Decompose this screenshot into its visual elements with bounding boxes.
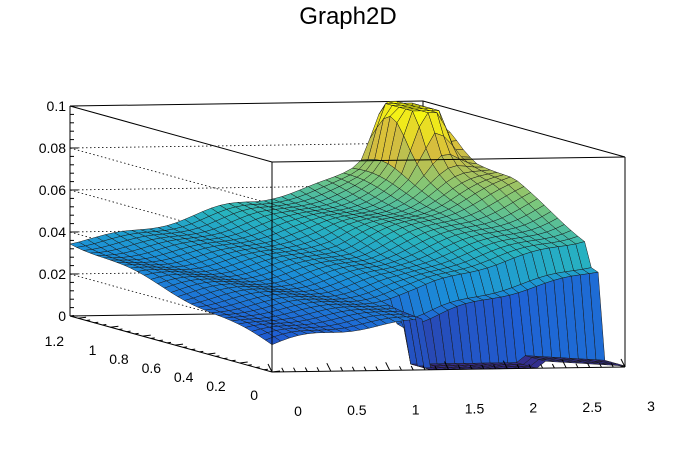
y-tick-label: 0 — [250, 387, 258, 403]
y-tick-label: 0.6 — [142, 360, 162, 376]
y-tick-label: 0.4 — [174, 369, 194, 385]
y-tick-minor — [158, 339, 163, 342]
frame-edge — [69, 105, 273, 163]
x-tick-label: 0.5 — [347, 402, 367, 418]
x-tick-minor — [528, 364, 532, 369]
y-tick-minor — [86, 319, 91, 321]
x-tick-minor — [351, 366, 355, 372]
y-tick-major — [142, 334, 151, 337]
y-tick-minor — [134, 332, 139, 335]
x-tick-major — [620, 358, 626, 368]
x-tick-minor — [599, 363, 602, 368]
grid-line — [69, 273, 273, 331]
x-tick-label: 1 — [412, 401, 420, 417]
grid-line — [69, 189, 273, 247]
x-tick-minor — [575, 363, 579, 368]
x-tick-major — [444, 361, 449, 370]
z-tick-label: 0 — [58, 308, 66, 324]
x-tick-major — [561, 359, 567, 369]
x-tick-label: 3 — [647, 398, 655, 414]
y-tick-minor — [166, 341, 172, 344]
x-tick-minor — [469, 364, 473, 370]
y-tick-minor — [150, 337, 155, 339]
y-tick-minor — [102, 323, 107, 326]
x-tick-major — [385, 362, 391, 371]
x-tick-minor — [587, 363, 591, 368]
y-tick-minor — [255, 366, 260, 369]
y-tick-minor — [199, 350, 204, 353]
x-tick-minor — [410, 365, 414, 371]
frame-edge — [271, 156, 626, 163]
x-tick-minor — [540, 363, 544, 369]
x-tick-minor — [304, 367, 308, 372]
x-tick-minor — [375, 366, 379, 371]
x-tick-minor — [551, 363, 555, 369]
x-tick-minor — [434, 365, 438, 370]
z-axis: 0 0.02 0.04 0.06 0.08 0.1 — [39, 98, 78, 324]
y-tick-label: 1.2 — [45, 333, 65, 349]
frame-edge — [69, 315, 273, 373]
y-tick-minor — [215, 355, 220, 357]
x-tick-minor — [516, 364, 520, 369]
y-tick-minor — [223, 357, 228, 360]
x-tick-minor — [398, 365, 402, 371]
z-tick-label: 0.06 — [39, 182, 66, 198]
x-tick-minor — [281, 367, 285, 373]
x-tick-minor — [457, 365, 461, 370]
x-tick-label: 0 — [294, 403, 302, 419]
grid-line — [69, 184, 424, 191]
x-tick-minor — [363, 366, 367, 371]
y-tick-minor — [263, 368, 268, 371]
y-tick-label: 1 — [89, 342, 97, 358]
frame-edge — [69, 100, 424, 107]
y-axis: 0 0.2 0.4 0.6 0.8 1 1.2 — [45, 315, 281, 403]
y-tick-major — [78, 316, 87, 319]
y-tick-label: 0.8 — [109, 351, 129, 367]
chart-title: Graph2D — [299, 3, 396, 30]
z-tick-label: 0.1 — [47, 98, 67, 114]
y-tick-minor — [118, 328, 123, 330]
x-tick-minor — [316, 367, 320, 372]
y-tick-minor — [191, 348, 196, 351]
x-tick-minor — [493, 364, 497, 370]
x-axis: 0 0.5 1 1.5 2 2.5 3 — [267, 358, 655, 419]
y-tick-major — [271, 370, 281, 373]
x-tick-major — [267, 363, 273, 373]
frame-edge — [422, 100, 626, 158]
z-tick-label: 0.04 — [39, 224, 66, 240]
y-tick-minor — [183, 346, 188, 348]
grid-line — [69, 147, 273, 205]
x-tick-label: 2.5 — [582, 399, 602, 415]
x-tick-minor — [422, 365, 426, 371]
x-tick-major — [326, 362, 332, 372]
z-tick-label: 0.08 — [39, 140, 66, 156]
y-tick-major — [239, 361, 248, 364]
y-tick-major — [174, 343, 184, 346]
y-tick-minor — [126, 330, 131, 333]
x-tick-minor — [610, 362, 614, 368]
x-tick-minor — [293, 367, 296, 372]
y-tick-minor — [94, 321, 99, 324]
y-tick-label: 0.2 — [206, 378, 226, 394]
z-tick-label: 0.02 — [39, 266, 66, 282]
y-tick-major — [207, 352, 216, 355]
x-tick-minor — [340, 366, 344, 372]
y-tick-major — [110, 325, 119, 328]
x-tick-major — [502, 360, 508, 369]
y-tick-minor — [231, 359, 236, 362]
y-tick-minor — [69, 315, 75, 317]
grid-line — [69, 142, 424, 149]
x-tick-minor — [481, 364, 485, 370]
y-tick-minor — [247, 364, 252, 366]
x-tick-label: 2 — [529, 400, 537, 416]
x-tick-label: 1.5 — [465, 401, 485, 417]
surface-mesh — [69, 101, 626, 371]
